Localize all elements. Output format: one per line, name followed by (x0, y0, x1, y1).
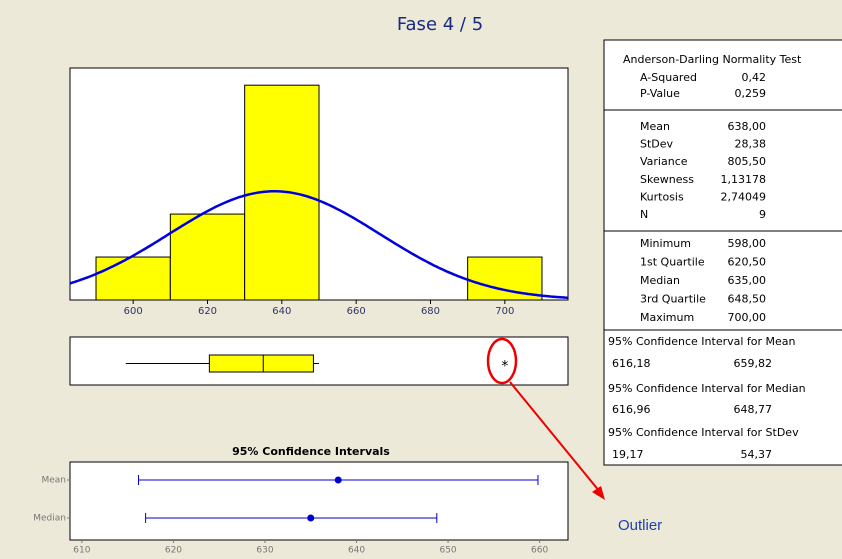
outlier-circle (486, 337, 518, 385)
interval-low: 616,96 (612, 403, 651, 416)
x-tick-label: 660 (347, 306, 366, 317)
x-tick-label: 600 (124, 306, 143, 317)
stat-label: 3rd Quartile (640, 293, 706, 306)
stat-label: P-Value (640, 87, 680, 100)
x-tick-label: 680 (421, 306, 440, 317)
stat-label: Minimum (640, 237, 691, 250)
stat-value: 648,50 (728, 293, 767, 306)
stat-label: Skewness (640, 173, 694, 186)
stat-label: A-Squared (640, 71, 697, 84)
interval-high: 659,82 (734, 357, 773, 370)
x-tick-label: 650 (439, 546, 456, 556)
interval-high: 54,37 (741, 448, 773, 461)
x-tick-label: 620 (198, 306, 217, 317)
interval-low: 19,17 (612, 448, 644, 461)
x-tick-label: 640 (348, 546, 365, 556)
stat-label: Kurtosis (640, 190, 684, 203)
y-tick-label: Median (33, 514, 66, 524)
stat-value: 635,00 (728, 274, 767, 287)
stat-value: 2,74049 (721, 190, 767, 203)
stat-label: 1st Quartile (640, 256, 705, 269)
summary-table (603, 39, 842, 466)
stat-value: 805,50 (728, 155, 767, 168)
table-header: Anderson-Darling Normality Test (623, 53, 802, 66)
stat-label: StDev (640, 138, 674, 151)
stat-label: Median (640, 274, 680, 287)
stat-value: 1,13178 (721, 173, 767, 186)
arrow-line (509, 381, 601, 493)
page-title: Fase 4 / 5 (397, 14, 483, 35)
stat-value: 28,38 (735, 138, 767, 151)
marks: 600 620 640 660 680 700 * 95% Confidence Interv… (33, 53, 842, 556)
bar (95, 256, 171, 301)
stat-value: 9 (759, 208, 766, 221)
x-tick-label: 620 (165, 546, 182, 556)
interval-high: 648,77 (734, 403, 773, 416)
interval-low: 616,18 (612, 357, 651, 370)
y-tick-label: Mean (41, 476, 66, 486)
stat-value: 0,259 (735, 87, 767, 100)
interval-center (334, 476, 342, 484)
interval-center (307, 514, 315, 522)
box (208, 354, 314, 373)
stat-value: 700,00 (728, 311, 767, 324)
x-tick-label: 700 (495, 306, 514, 317)
normal-curve (69, 190, 569, 299)
x-tick-label: 610 (73, 546, 90, 556)
x-tick-label: 640 (272, 306, 291, 317)
stat-label: Variance (640, 155, 688, 168)
boxplot-panel (69, 336, 569, 386)
annotation: Outlier (618, 517, 662, 534)
stat-label: N (640, 208, 648, 221)
interval-panel (69, 461, 569, 541)
stat-label: Mean (640, 120, 670, 133)
interval-heading: 95% Confidence Interval for StDev (608, 426, 799, 439)
stat-value: 598,00 (728, 237, 767, 250)
x-tick-label: 660 (531, 546, 548, 556)
stat-value: 620,50 (728, 256, 767, 269)
arrow-head (592, 486, 605, 500)
stat-value: 0,42 (742, 71, 767, 84)
interval-heading: 95% Confidence Interval for Mean (608, 335, 796, 348)
interval-title: 95% Confidence Intervals (232, 445, 390, 458)
stat-value: 638,00 (728, 120, 767, 133)
interval-heading: 95% Confidence Interval for Median (608, 382, 806, 395)
x-tick-label: 630 (256, 546, 273, 556)
outlier: * (501, 359, 508, 375)
stat-label: Maximum (640, 311, 694, 324)
